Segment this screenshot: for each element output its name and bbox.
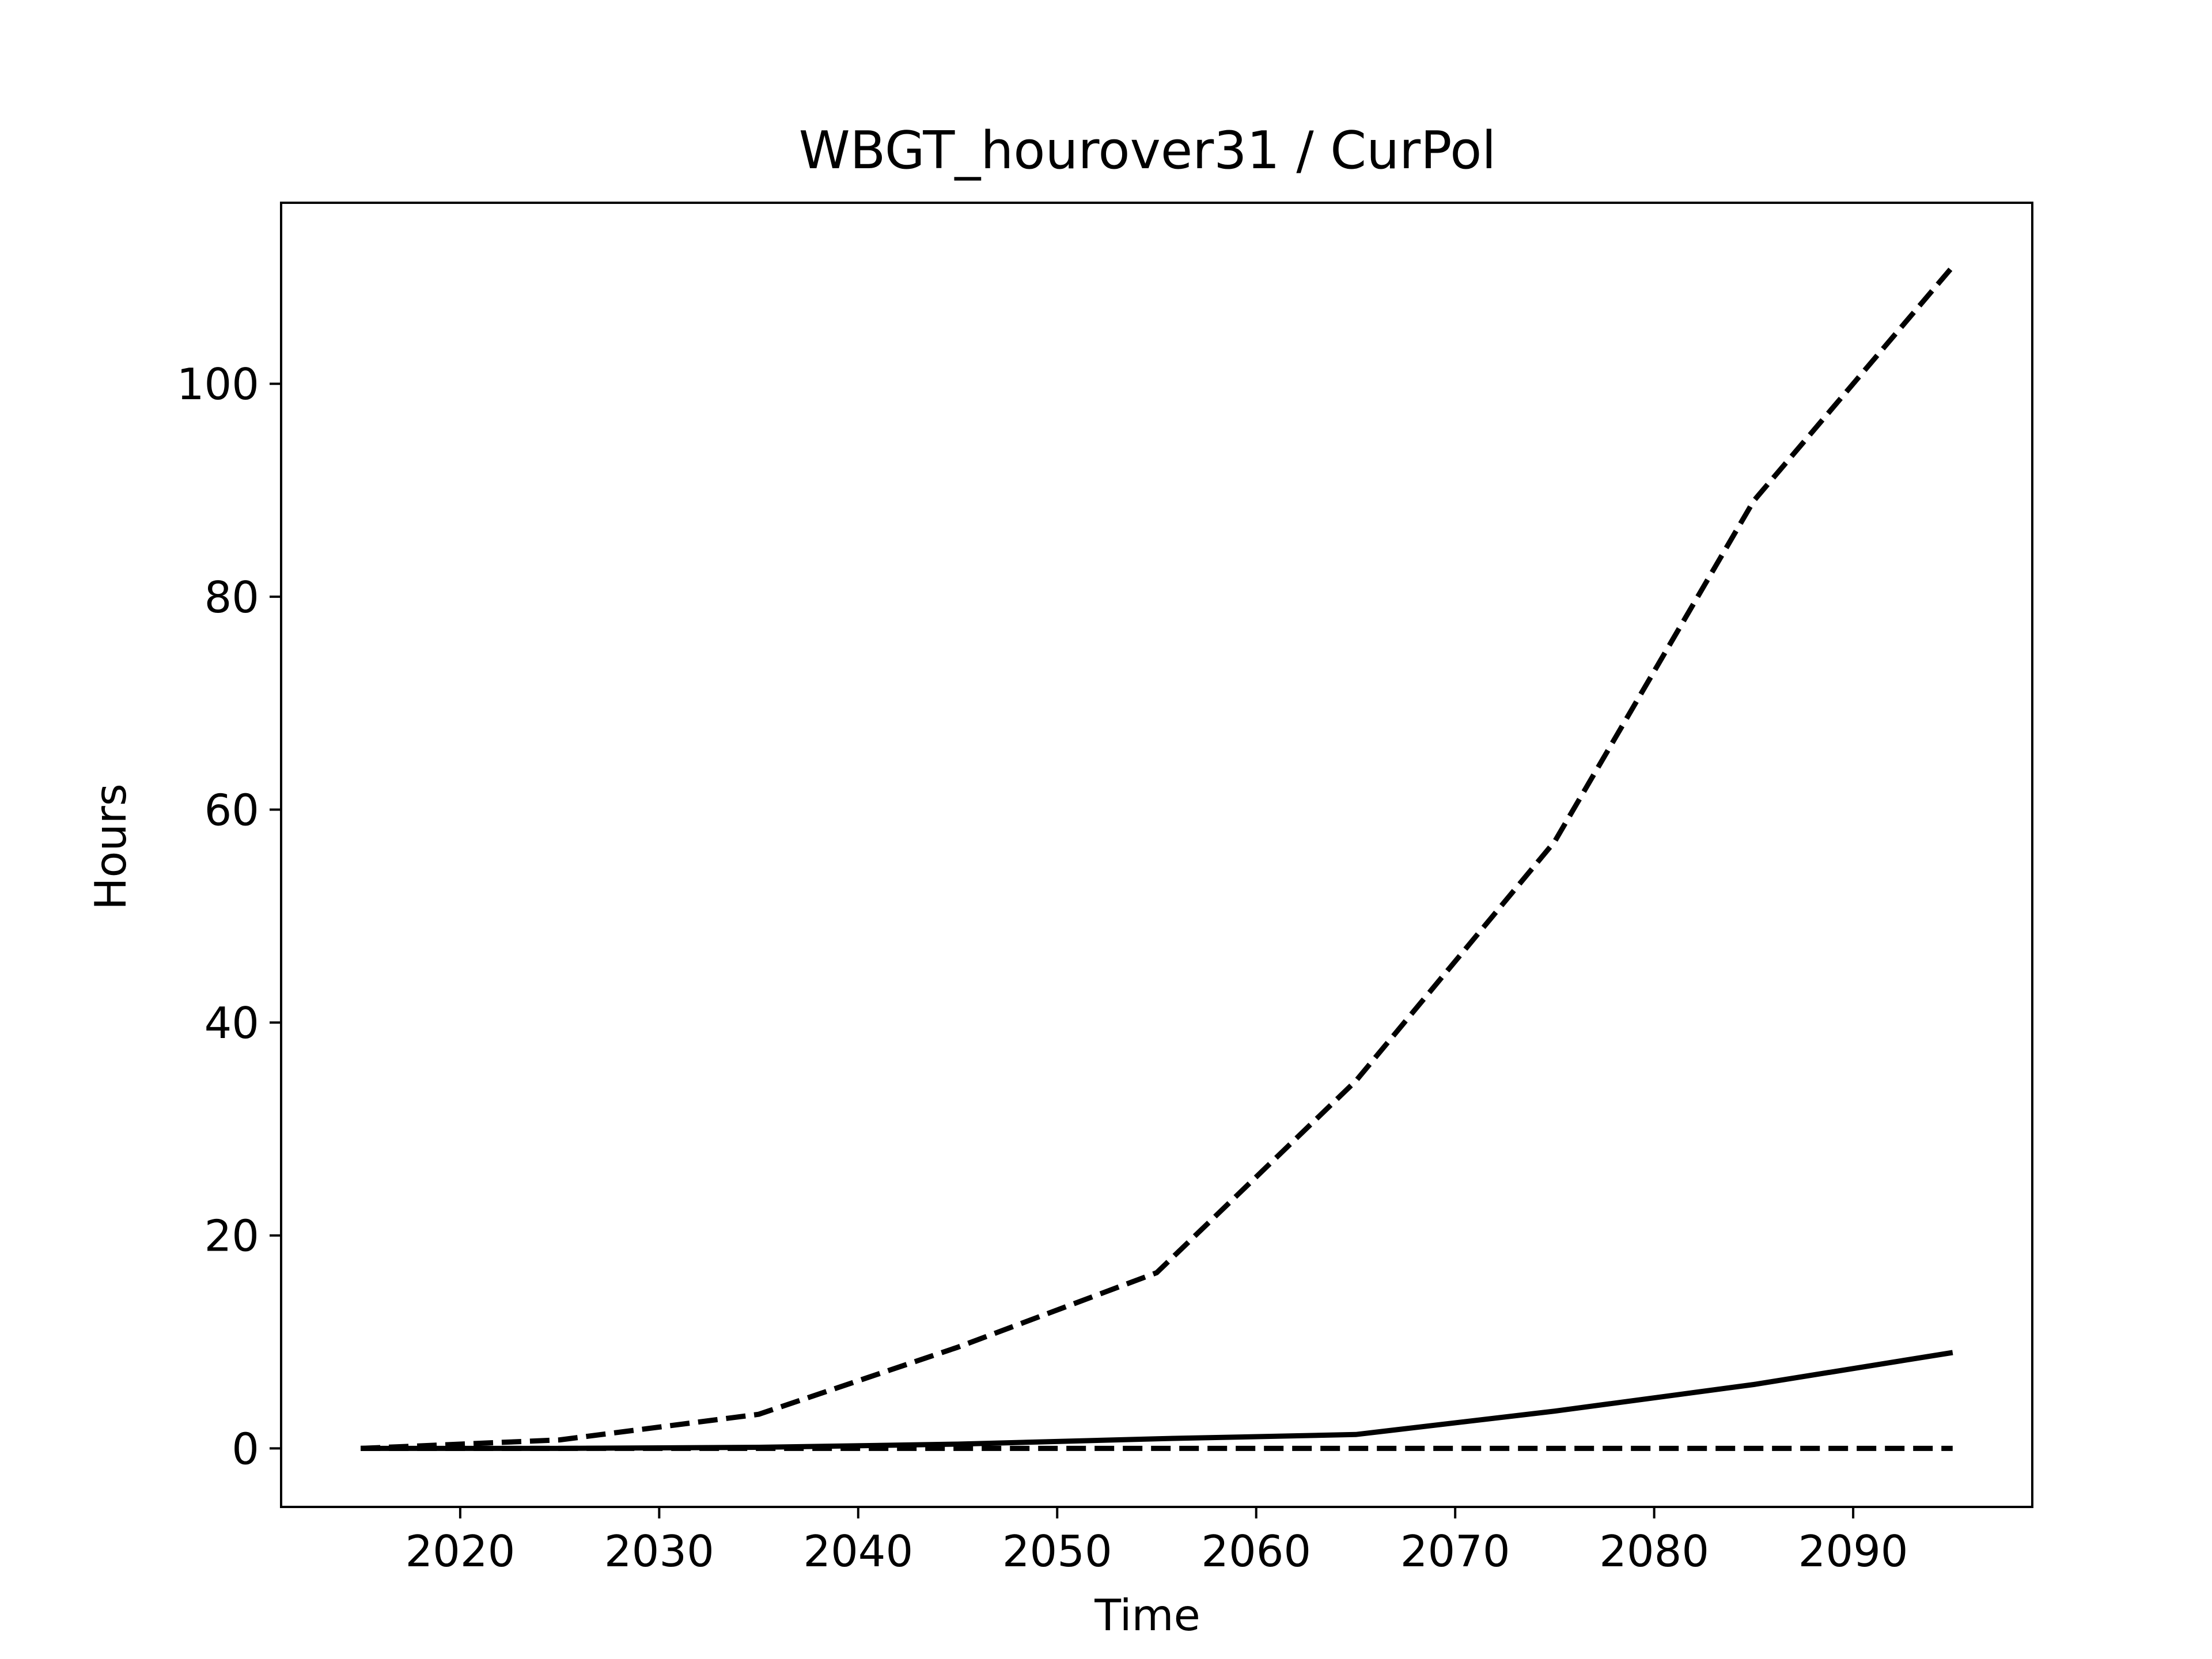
x-axis-title: Time xyxy=(1094,1590,1200,1641)
series-line-1 xyxy=(361,264,1955,1451)
x-tick-label: 2050 xyxy=(1002,1526,1112,1577)
y-axis-ticks: 0 20 40 60 80 100 xyxy=(177,359,281,1474)
x-axis-ticks: 2020 2030 2040 2050 2060 2070 2080 2090 xyxy=(405,1507,1908,1577)
y-tick-label: 100 xyxy=(177,359,259,410)
y-tick-label: 60 xyxy=(204,785,259,835)
series-layer xyxy=(361,264,1955,1451)
y-tick-label: 0 xyxy=(232,1423,259,1474)
x-tick-label: 2020 xyxy=(405,1526,515,1577)
y-tick-label: 40 xyxy=(204,998,259,1048)
plot-area-frame xyxy=(280,202,2033,1508)
x-tick-label: 2090 xyxy=(1798,1526,1908,1577)
chart-title: WBGT_hourover31 / CurPol xyxy=(799,120,1497,181)
y-axis-title: Hours xyxy=(85,783,136,910)
x-tick-label: 2070 xyxy=(1400,1526,1510,1577)
x-tick-label: 2030 xyxy=(604,1526,714,1577)
x-tick-label: 2080 xyxy=(1599,1526,1709,1577)
y-tick-label: 80 xyxy=(204,572,259,623)
y-tick-label: 20 xyxy=(204,1211,259,1262)
x-tick-label: 2040 xyxy=(803,1526,913,1577)
x-tick-label: 2060 xyxy=(1201,1526,1311,1577)
